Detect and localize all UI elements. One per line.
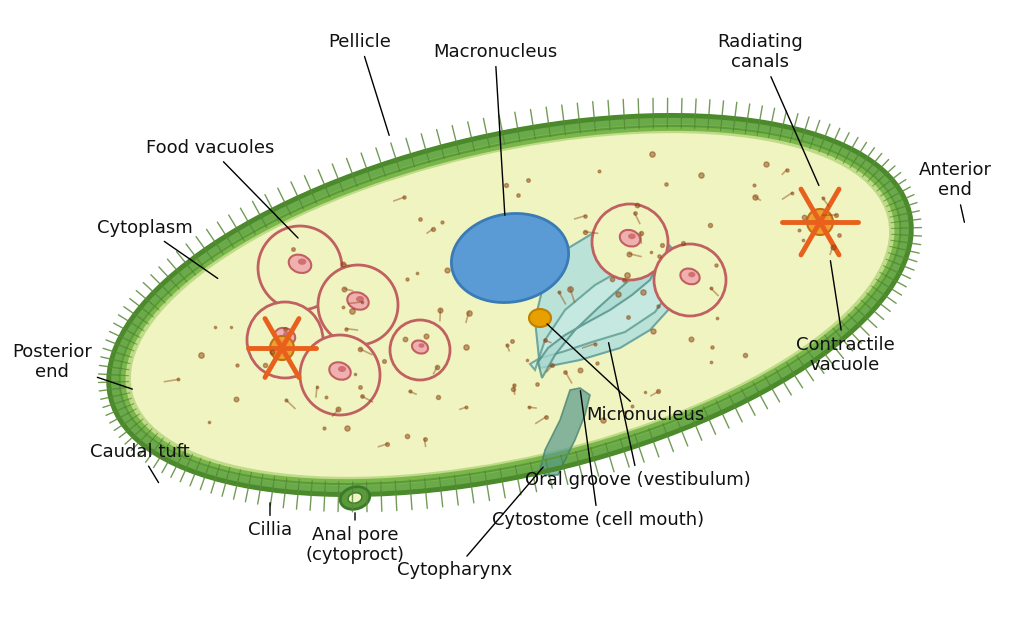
Circle shape [318, 265, 398, 345]
Text: Oral groove (vestibulum): Oral groove (vestibulum) [525, 343, 751, 489]
Polygon shape [540, 388, 590, 475]
Ellipse shape [283, 331, 291, 337]
Circle shape [258, 226, 342, 310]
Polygon shape [535, 228, 680, 368]
Text: Food vacuoles: Food vacuoles [145, 139, 298, 238]
Ellipse shape [529, 309, 551, 327]
Text: Cytopharynx: Cytopharynx [397, 467, 543, 579]
Ellipse shape [412, 341, 428, 354]
Ellipse shape [109, 115, 911, 495]
Ellipse shape [289, 255, 311, 273]
Text: Micronucleus: Micronucleus [547, 324, 705, 424]
Circle shape [270, 336, 294, 360]
Text: Pellicle: Pellicle [329, 33, 391, 135]
Ellipse shape [330, 363, 351, 380]
Circle shape [247, 302, 323, 378]
Ellipse shape [340, 487, 370, 509]
Text: Cillia: Cillia [248, 503, 292, 539]
Ellipse shape [356, 296, 364, 302]
Ellipse shape [119, 124, 901, 486]
Text: Posterior
end: Posterior end [12, 343, 132, 389]
Circle shape [811, 213, 829, 231]
Text: Anterior
end: Anterior end [919, 160, 991, 222]
Text: Cytostome (cell mouth): Cytostome (cell mouth) [492, 391, 705, 529]
Text: Caudal tuft: Caudal tuft [90, 443, 189, 482]
Ellipse shape [688, 272, 695, 277]
Circle shape [592, 204, 668, 280]
Ellipse shape [126, 131, 895, 479]
Ellipse shape [680, 268, 699, 285]
Ellipse shape [348, 493, 361, 503]
Ellipse shape [338, 366, 346, 372]
Polygon shape [530, 245, 675, 370]
Polygon shape [538, 252, 660, 378]
Ellipse shape [419, 343, 425, 348]
Circle shape [654, 244, 726, 316]
Ellipse shape [298, 258, 306, 265]
Ellipse shape [452, 213, 568, 303]
Ellipse shape [131, 133, 889, 477]
Text: Radiating
canals: Radiating canals [717, 32, 819, 185]
Circle shape [807, 209, 833, 235]
Circle shape [273, 339, 291, 356]
Text: Contractile
vacuole: Contractile vacuole [796, 261, 894, 374]
Text: Anal pore
(cytoproct): Anal pore (cytoproct) [305, 513, 404, 564]
Ellipse shape [347, 292, 369, 310]
Circle shape [390, 320, 450, 380]
Ellipse shape [620, 230, 640, 246]
Ellipse shape [628, 233, 636, 239]
Text: Cytoplasm: Cytoplasm [97, 219, 218, 278]
Ellipse shape [274, 328, 295, 344]
Circle shape [300, 335, 380, 415]
Text: Macronucleus: Macronucleus [433, 43, 557, 215]
